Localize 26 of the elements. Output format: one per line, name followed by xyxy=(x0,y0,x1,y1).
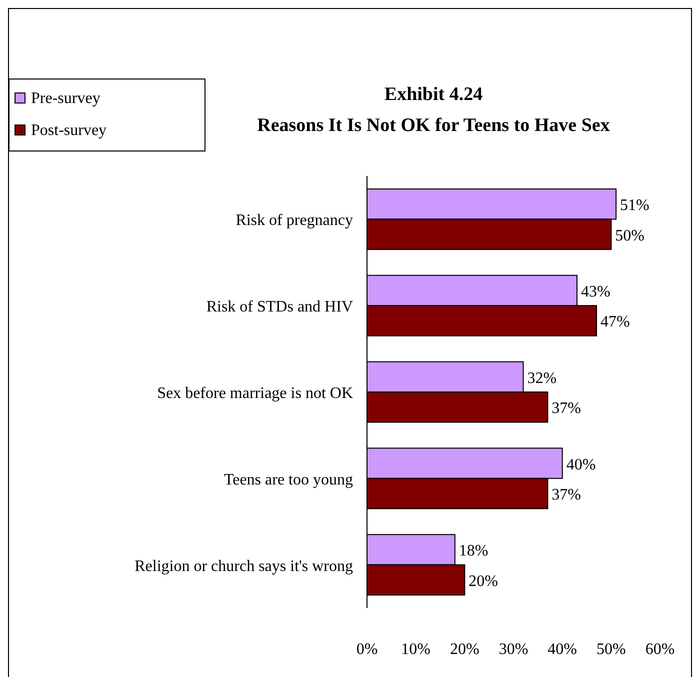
x-tick-label: 20% xyxy=(450,641,480,658)
legend-label: Post-survey xyxy=(31,122,107,139)
data-label: 20% xyxy=(468,572,498,590)
data-label: 43% xyxy=(580,283,610,300)
data-label: 37% xyxy=(552,486,582,504)
data-label: 32% xyxy=(527,370,557,387)
x-tick-label: 30% xyxy=(498,641,528,658)
data-label: 47% xyxy=(600,314,630,331)
x-tick-label: 40% xyxy=(548,641,577,658)
y-tick-label: Risk of pregnancy xyxy=(236,212,353,230)
chart-subtitle: Reasons It Is Not OK for Teens to Have Sex xyxy=(257,115,610,136)
data-label: 51% xyxy=(620,197,650,214)
x-tick-label: 0% xyxy=(356,641,378,658)
x-tick-label: 50% xyxy=(596,641,626,658)
data-label: 50% xyxy=(615,227,644,244)
y-tick-label: Religion or church says it's wrong xyxy=(134,558,353,575)
y-tick-label: Sex before marriage is not OK xyxy=(157,385,354,402)
data-label: 40% xyxy=(566,456,596,474)
x-tick-label: 10% xyxy=(401,641,430,658)
data-label: 37% xyxy=(552,400,582,418)
y-tick-label: Risk of STDs and HIV xyxy=(206,298,354,316)
y-tick-label: Teens are too young xyxy=(224,471,353,488)
legend-label: Pre-survey xyxy=(31,90,100,107)
chart-title: Exhibit 4.24 xyxy=(384,84,484,105)
x-tick-label: 60% xyxy=(645,641,675,658)
data-label: 18% xyxy=(458,542,488,560)
